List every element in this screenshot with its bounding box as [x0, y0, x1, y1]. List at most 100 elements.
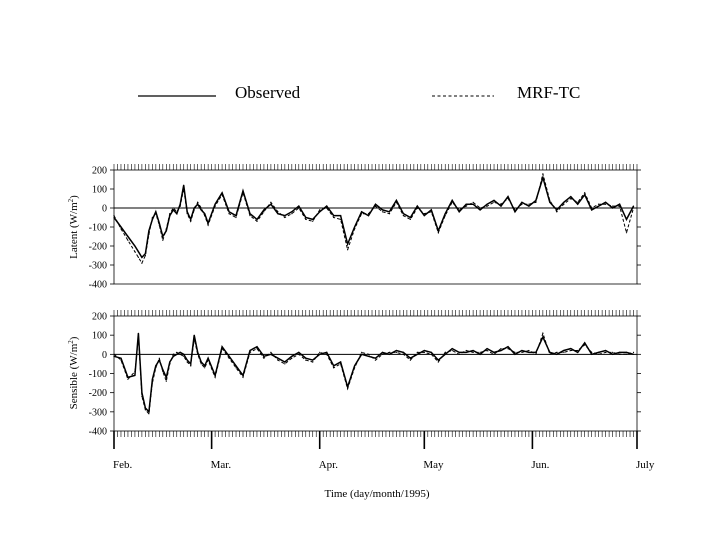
sensible-mrf-tc-point — [256, 348, 258, 350]
latent-observed-point — [619, 203, 621, 205]
latent-observed-point — [214, 203, 216, 205]
sensible-mrf-tc-point — [598, 353, 600, 355]
sensible-mrf-tc-point — [151, 382, 153, 384]
latent-mrf-tc-point — [141, 262, 143, 264]
latent-observed-point — [472, 203, 474, 205]
sensible-mrf-tc-point — [514, 351, 516, 353]
sensible-mrf-tc-point — [172, 353, 174, 355]
latent-observed-point — [284, 215, 286, 217]
latent-mrf-tc-point — [632, 207, 635, 209]
sensible-observed-point — [284, 361, 286, 363]
sensible-observed-point — [632, 353, 635, 355]
latent-observed-point — [270, 203, 272, 205]
sensible-mrf-tc-point — [291, 357, 293, 359]
sensible-observed-point — [176, 353, 178, 355]
sensible-mrf-tc-point — [367, 353, 370, 355]
sensible-mrf-tc-point — [190, 365, 192, 367]
sensible-mrf-tc-point — [162, 371, 164, 373]
latent-mrf-tc-point — [507, 197, 509, 200]
legend-observed-label: Observed — [235, 83, 301, 102]
latent-mrf-tc-point — [186, 213, 188, 215]
latent-mrf-tc-point — [549, 199, 551, 201]
sensible-mrf-tc-point — [444, 351, 446, 353]
sensible-mrf-tc-point — [127, 378, 129, 380]
sensible-observed-point — [542, 336, 544, 338]
latent-observed-point — [155, 211, 157, 213]
sensible-observed-point — [270, 353, 272, 355]
latent-mrf-tc-point — [451, 201, 453, 203]
sensible-mrf-tc-point — [284, 363, 286, 365]
sensible-mrf-tc-point — [148, 413, 150, 415]
latent-mrf-tc-point — [333, 216, 335, 219]
sensible-observed-point — [570, 348, 572, 350]
sensible-observed-point — [577, 351, 579, 353]
sensible-observed-point — [120, 357, 122, 359]
sensible-mrf-tc-point — [319, 351, 321, 353]
sensible-observed-point — [584, 342, 586, 344]
sensible-observed-point — [598, 351, 600, 353]
sensible-observed-point — [263, 355, 265, 357]
latent-mrf-tc-point — [228, 213, 230, 215]
latent-mrf-tc-point — [340, 218, 342, 220]
latent-observed-point — [176, 213, 178, 215]
sensible-mrf-tc-point — [486, 349, 488, 352]
latent-mrf-tc-point — [197, 201, 199, 203]
latent-mrf-tc-point — [256, 220, 258, 222]
sensible-mrf-tc-point — [619, 353, 621, 355]
latent-observed-point — [228, 211, 230, 213]
sensible-mrf-tc-point — [179, 353, 181, 355]
latent-observed-point — [521, 201, 523, 203]
sensible-observed-point — [169, 361, 171, 363]
latent-observed-point — [172, 209, 174, 211]
latent-mrf-tc-point — [291, 213, 293, 215]
sensible-y-tick-label: 0 — [102, 350, 107, 361]
month-label: Jun. — [531, 459, 549, 471]
latent-observed-point — [528, 205, 530, 207]
sensible-mrf-tc-point — [186, 361, 188, 363]
sensible-mrf-tc-point — [270, 351, 272, 353]
sensible-mrf-tc-point — [361, 351, 363, 353]
latent-mrf-tc-point — [423, 213, 425, 215]
sensible-observed-point — [591, 353, 593, 355]
latent-mrf-tc-point — [395, 201, 397, 203]
latent-mrf-tc-point — [444, 215, 446, 217]
latent-observed-point — [305, 216, 307, 219]
sensible-mrf-tc-point — [155, 367, 157, 369]
sensible-y-tick-label: 100 — [92, 331, 107, 342]
latent-y-tick-label: 0 — [102, 204, 107, 215]
latent-mrf-tc-point — [500, 203, 502, 205]
latent-observed-point — [354, 226, 356, 228]
sensible-observed-point — [256, 346, 258, 348]
sensible-observed-point — [416, 353, 418, 355]
sensible-mrf-tc-point — [197, 353, 199, 355]
latent-mrf-tc-point — [151, 216, 153, 219]
sensible-observed-point — [444, 353, 446, 355]
latent-mrf-tc-point — [528, 203, 530, 205]
latent-observed-point — [605, 201, 607, 203]
sensible-mrf-tc-point — [472, 351, 474, 353]
sensible-mrf-tc-point — [409, 359, 411, 361]
latent-mrf-tc-point — [263, 211, 265, 213]
latent-observed-point — [556, 209, 558, 211]
latent-mrf-tc-point — [354, 228, 356, 230]
sensible-observed-point — [354, 365, 356, 367]
latent-mrf-tc-point — [493, 201, 495, 203]
sensible-mrf-tc-point — [158, 357, 160, 359]
sensible-observed-point — [437, 359, 439, 361]
sensible-observed-point — [619, 351, 621, 353]
latent-observed-point — [591, 209, 593, 211]
latent-observed-point — [361, 211, 363, 213]
sensible-series — [113, 331, 635, 415]
sensible-observed-point — [493, 351, 495, 353]
sensible-mrf-tc-point — [416, 351, 418, 353]
sensible-observed-point — [113, 355, 115, 357]
sensible-observed-point — [186, 359, 188, 361]
sensible-mrf-tc-point — [354, 367, 356, 369]
sensible-mrf-tc-point — [479, 351, 481, 353]
latent-observed-point — [256, 218, 258, 220]
latent-mrf-tc-point — [619, 205, 621, 207]
latent-y-tick-label: -100 — [89, 223, 107, 234]
sensible-mrf-tc-point — [381, 353, 384, 355]
latent-mrf-tc-point — [563, 203, 565, 205]
latent-mrf-tc-point — [479, 207, 481, 209]
